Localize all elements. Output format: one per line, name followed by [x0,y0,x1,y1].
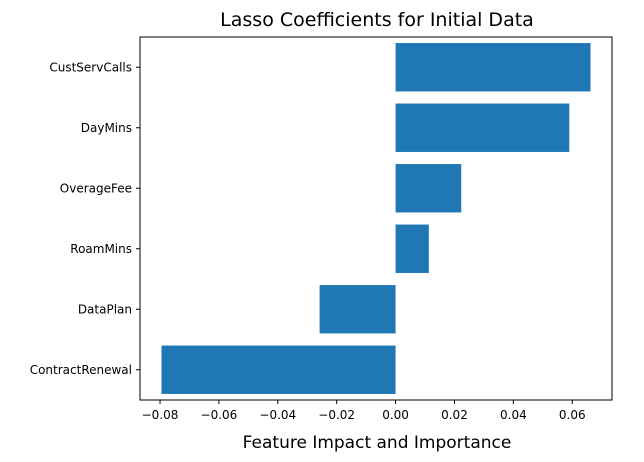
bar-daymins [395,103,570,152]
bar-contractrenewal [161,345,396,394]
y-tick-label: DayMins [81,121,132,135]
chart-title: Lasso Coefficients for Initial Data [220,9,534,31]
y-tick-label: RoamMins [70,242,132,256]
bar-overagefee [395,164,462,213]
x-tick-label: 0.04 [500,408,527,422]
x-tick-label: 0.06 [559,408,586,422]
x-tick-label: −0.04 [259,408,296,422]
bar-dataplan [319,285,396,334]
bar-roammins [395,224,429,273]
x-axis-label: Feature Impact and Importance [243,433,512,453]
x-tick-label: −0.02 [318,408,355,422]
y-tick-label: OverageFee [60,181,132,195]
y-tick-label: DataPlan [78,302,132,316]
x-tick-label: −0.08 [142,408,179,422]
bars-group [161,43,591,394]
x-tick-label: 0.02 [441,408,468,422]
y-axis-ticks: ContractRenewal DataPlan RoamMins OverageFe… [30,60,140,377]
bar-custservcalls [395,43,591,92]
y-tick-label: ContractRenewal [30,363,132,377]
x-tick-label: 0.00 [382,408,409,422]
x-tick-label: −0.06 [201,408,238,422]
x-axis-ticks: −0.08 −0.06 −0.04 −0.02 0.00 0.02 0.04 0.06 [142,400,586,422]
plot-frame [139,36,613,401]
y-tick-label: CustServCalls [49,60,132,74]
